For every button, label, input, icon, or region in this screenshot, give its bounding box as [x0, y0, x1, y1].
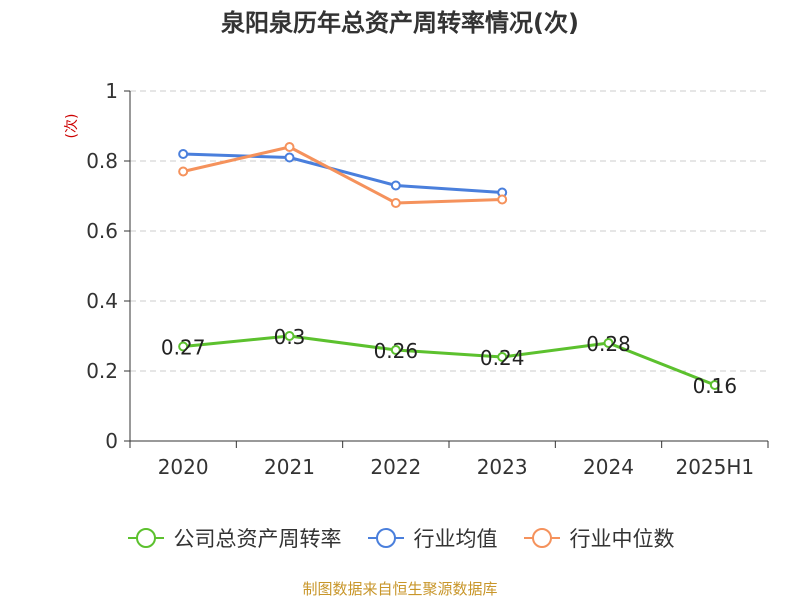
legend-label: 行业均值 — [413, 527, 498, 551]
y-tick-label: 0.8 — [86, 149, 118, 173]
y-tick-label: 1 — [105, 79, 118, 103]
legend-line-marker-icon — [522, 526, 562, 550]
data-point — [284, 152, 295, 163]
legend-line-marker-icon — [126, 526, 166, 550]
data-point — [497, 194, 508, 205]
data-point — [284, 331, 295, 341]
data-point — [178, 341, 189, 352]
data-point — [178, 166, 189, 177]
data-point — [603, 338, 614, 348]
series-line-1 — [181, 152, 504, 194]
series-line-0 — [181, 334, 717, 387]
source-note: 制图数据来自恒生聚源数据库 — [302, 580, 498, 598]
data-label: 0.3 — [274, 325, 306, 349]
data-point — [390, 345, 401, 355]
chart-title: 泉阳泉历年总资产周转率情况(次) — [221, 9, 579, 37]
y-tick-label: 0.6 — [86, 219, 118, 243]
y-axis-label: (次) — [64, 114, 80, 139]
data-label: 0.24 — [480, 346, 525, 370]
legend-item[interactable]: 公司总资产周转率 — [126, 523, 342, 553]
data-point — [390, 198, 401, 208]
legend-label: 公司总资产周转率 — [173, 527, 342, 551]
legend-item[interactable]: 行业均值 — [366, 523, 498, 553]
data-point — [390, 180, 401, 191]
data-label: 0.16 — [693, 374, 738, 398]
y-tick-label: 0 — [105, 429, 118, 453]
data-point — [178, 149, 189, 159]
x-tick-label: 2021 — [264, 455, 315, 479]
y-tick-label: 0.4 — [86, 289, 118, 313]
x-tick-label: 2020 — [158, 455, 209, 479]
data-point — [497, 352, 508, 362]
legend-label: 行业中位数 — [569, 527, 675, 551]
data-label: 0.26 — [374, 339, 419, 363]
x-tick-label: 2024 — [583, 455, 634, 479]
series-line-2 — [181, 145, 504, 205]
legend-line-marker-icon — [366, 526, 406, 550]
data-label: 0.27 — [161, 336, 206, 360]
legend: 公司总资产周转率 行业均值 行业中位数 — [0, 518, 800, 558]
x-tick-label: 2022 — [370, 455, 421, 479]
data-label: 0.28 — [586, 332, 631, 356]
x-tick-label: 2025H1 — [675, 455, 754, 479]
x-tick-label: 2023 — [477, 455, 528, 479]
legend-item[interactable]: 行业中位数 — [522, 523, 675, 553]
y-tick-label: 0.2 — [86, 359, 118, 383]
data-point — [284, 142, 295, 152]
data-point — [709, 380, 720, 390]
